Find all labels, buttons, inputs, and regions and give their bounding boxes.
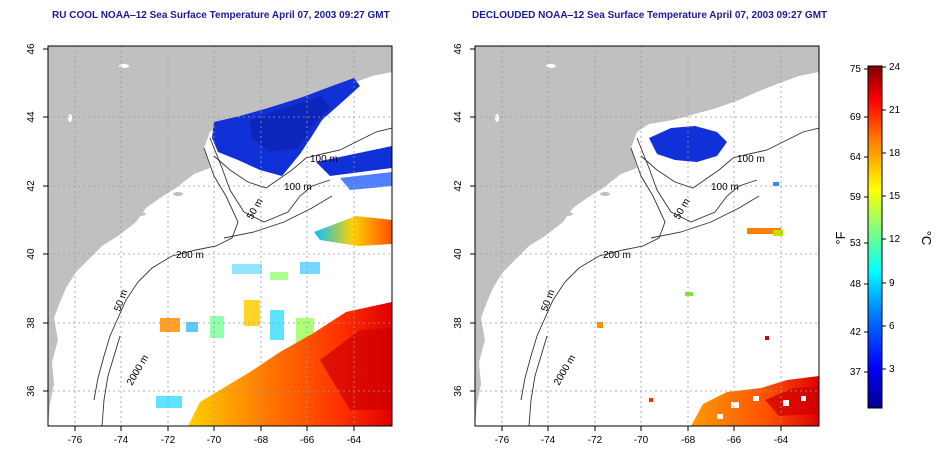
contour-label: 100 m <box>284 182 312 193</box>
x-tick-label: -74 <box>114 435 129 446</box>
contour-label: 100 m <box>310 154 338 165</box>
colorbar-f-label: °F <box>833 231 848 244</box>
y-tick-label: 36 <box>453 385 464 397</box>
bathymetry-contours <box>520 127 819 426</box>
x-tick-label: -72 <box>588 435 603 446</box>
island <box>600 192 610 196</box>
sst-specks <box>597 182 783 402</box>
y-tick-label: 40 <box>453 248 464 260</box>
x-tick-label: -64 <box>347 435 362 446</box>
colorbar-c-tick: 21 <box>889 105 901 116</box>
contour-label: 100 m <box>711 182 739 193</box>
colorbar-f-tick: 37 <box>850 367 862 378</box>
x-tick-label: -74 <box>541 435 556 446</box>
bathymetry-contours <box>93 127 392 426</box>
nova-scotia <box>300 46 392 80</box>
x-tick-label: -66 <box>727 435 742 446</box>
colorbar-c-tick: 6 <box>889 321 895 332</box>
x-axis-ticks <box>470 48 782 431</box>
y-tick-label: 42 <box>26 180 37 192</box>
right-map-title: DECLOUDED NOAA‒12 Sea Surface Temperatur… <box>472 10 828 21</box>
colorbar-f-tick: 48 <box>850 279 862 290</box>
x-tick-label: -68 <box>681 435 696 446</box>
colorbar-c-tick: 12 <box>889 234 901 245</box>
contour-label: 200 m <box>603 250 631 261</box>
x-tick-label: -76 <box>495 435 510 446</box>
colorbar-f-tick: 75 <box>850 64 862 75</box>
grid <box>48 46 392 426</box>
sst-cold-core <box>250 96 330 152</box>
contour-label: 100 m <box>737 154 765 165</box>
colorbar-c-tick: 15 <box>889 191 901 202</box>
colorbar-c-tick: 18 <box>889 148 901 159</box>
lake <box>495 114 499 122</box>
colorbar-ticks <box>864 66 886 373</box>
lake <box>119 64 129 68</box>
left-map-title: RU COOL NOAA‒12 Sea Surface Temperature … <box>52 10 390 21</box>
sst-hot-core <box>765 386 819 416</box>
sst-cool-band <box>340 172 392 190</box>
colorbar-f-tick: 59 <box>850 192 862 203</box>
x-tick-label: -64 <box>774 435 789 446</box>
x-axis-ticks <box>43 48 355 431</box>
land-mass <box>475 46 819 426</box>
colorbar-c-tick: 3 <box>889 364 895 375</box>
x-tick-label: -66 <box>300 435 315 446</box>
colorbar: 75 69 64 59 53 48 42 37 24 21 18 15 12 9… <box>833 62 934 409</box>
colorbar-f-tick: 69 <box>850 112 862 123</box>
y-tick-label: 44 <box>453 111 464 123</box>
island <box>173 192 183 196</box>
x-tick-label: -70 <box>207 435 222 446</box>
lake <box>546 64 556 68</box>
x-tick-label: -70 <box>634 435 649 446</box>
x-tick-label: -68 <box>254 435 269 446</box>
x-tick-label: -76 <box>68 435 83 446</box>
map-frame <box>474 45 820 427</box>
sst-hot-core <box>320 328 392 410</box>
sst-warm-streak <box>314 216 392 246</box>
map-frame <box>47 45 393 427</box>
colorbar-gradient <box>867 65 883 409</box>
y-tick-label: 42 <box>453 180 464 192</box>
sst-patches <box>156 262 320 408</box>
sst-cold-region <box>649 126 727 162</box>
contour-label: 200 m <box>176 250 204 261</box>
grid <box>475 46 819 426</box>
lake <box>68 114 72 122</box>
x-tick-label: -72 <box>161 435 176 446</box>
colorbar-c-tick: 9 <box>889 278 895 289</box>
y-tick-label: 46 <box>26 43 37 55</box>
y-tick-label: 46 <box>453 43 464 55</box>
y-tick-label: 36 <box>26 385 37 397</box>
island <box>134 212 146 216</box>
colorbar-c-tick: 24 <box>889 62 901 73</box>
colorbar-c-label: °C <box>919 231 934 246</box>
y-tick-label: 38 <box>453 317 464 329</box>
colorbar-f-tick: 42 <box>850 327 862 338</box>
y-tick-label: 40 <box>26 248 37 260</box>
colorbar-f-tick: 53 <box>850 238 862 249</box>
island <box>561 212 573 216</box>
right-map: 100 m 100 m 50 m 200 m 50 m 2000 m -76 -… <box>453 43 820 446</box>
left-map: 100 m 100 m 50 m 200 m 50 m 2000 m -76 -… <box>26 43 393 446</box>
land-mass <box>48 46 392 426</box>
y-tick-label: 44 <box>26 111 37 123</box>
y-tick-label: 38 <box>26 317 37 329</box>
colorbar-f-tick: 64 <box>850 152 862 163</box>
cloud-gaps <box>717 396 806 419</box>
